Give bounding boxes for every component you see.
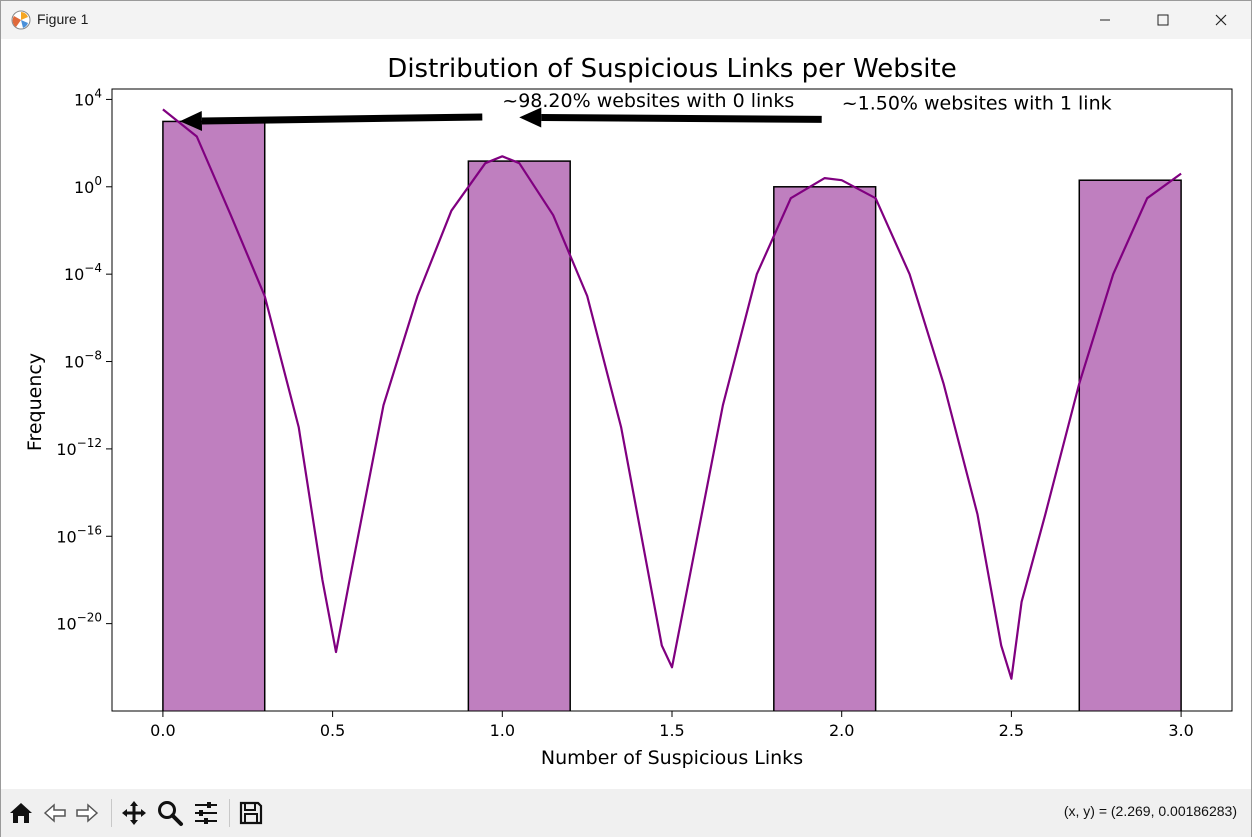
- forward-button[interactable]: [71, 797, 103, 829]
- x-tick-label: 1.5: [659, 721, 684, 740]
- minimize-icon: [1100, 19, 1110, 21]
- chart: Distribution of Suspicious Links per Web…: [24, 54, 1233, 769]
- y-tick-label: 100: [74, 174, 102, 197]
- annotation-label: ~1.50% websites with 1 link: [842, 92, 1112, 114]
- pan-icon: [122, 801, 146, 825]
- y-tick-label: 10−4: [64, 261, 102, 284]
- back-button[interactable]: [39, 797, 71, 829]
- toolbar-separator: [111, 799, 112, 827]
- close-icon: [1215, 14, 1227, 26]
- y-tick-label: 10−16: [56, 523, 102, 546]
- annotation-arrow-shaft: [201, 113, 483, 125]
- histogram-bar: [1078, 179, 1182, 711]
- close-button[interactable]: [1192, 1, 1250, 39]
- pan-button[interactable]: [118, 797, 150, 829]
- maximize-icon: [1157, 14, 1169, 26]
- cursor-coordinates: (x, y) = (2.269, 0.00186283): [1063, 803, 1237, 819]
- configure-subplots-button[interactable]: [190, 797, 222, 829]
- annotation-label: ~98.20% websites with 0 links: [502, 90, 794, 112]
- minimize-button[interactable]: [1076, 1, 1134, 39]
- plot-area-frame: [111, 88, 1233, 712]
- matplotlib-icon: [11, 10, 31, 30]
- zoom-button[interactable]: [154, 797, 186, 829]
- toolbar-separator: [229, 799, 230, 827]
- annotation-arrow-shaft: [541, 114, 822, 123]
- forward-icon: [76, 803, 99, 823]
- navigation-toolbar: (x, y) = (2.269, 0.00186283): [1, 789, 1251, 837]
- annotation-arrow-head: [519, 107, 542, 128]
- home-icon: [10, 803, 32, 823]
- y-tick-label: 10−12: [56, 436, 102, 459]
- save-icon: [239, 801, 263, 825]
- home-button[interactable]: [5, 797, 37, 829]
- x-tick-label: 2.5: [999, 721, 1024, 740]
- chart-title: Distribution of Suspicious Links per Web…: [387, 54, 956, 84]
- histogram-bar: [162, 120, 266, 711]
- window-title: Figure 1: [37, 11, 89, 27]
- save-button[interactable]: [235, 797, 267, 829]
- annotation-arrow-head: [179, 110, 203, 131]
- title-bar[interactable]: Figure 1: [1, 1, 1251, 39]
- y-axis-label: Frequency: [24, 353, 46, 451]
- figure-canvas[interactable]: Distribution of Suspicious Links per Web…: [1, 39, 1251, 789]
- x-tick-label: 3.0: [1168, 721, 1193, 740]
- y-tick-label: 10−8: [64, 349, 102, 372]
- x-tick-label: 1.0: [490, 721, 515, 740]
- maximize-button[interactable]: [1134, 1, 1192, 39]
- configure-subplots-icon: [195, 802, 217, 824]
- x-tick-label: 0.5: [320, 721, 345, 740]
- x-axis-label: Number of Suspicious Links: [541, 747, 803, 769]
- histogram-bar: [467, 160, 571, 711]
- zoom-icon: [158, 801, 183, 826]
- x-tick-label: 0.0: [150, 721, 175, 740]
- y-tick-label: 10−20: [56, 611, 102, 634]
- x-tick-label: 2.0: [829, 721, 854, 740]
- histogram-bar: [773, 186, 877, 711]
- kde-curve: [162, 108, 1182, 680]
- back-icon: [43, 803, 66, 823]
- y-tick-label: 104: [74, 86, 102, 109]
